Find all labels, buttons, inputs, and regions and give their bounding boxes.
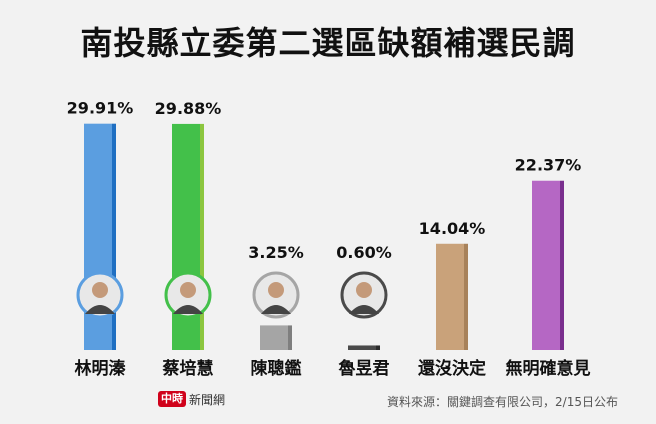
category-label: 還沒決定 <box>418 358 486 379</box>
bar <box>348 345 376 350</box>
brand-logo: 中時 新聞網 <box>158 390 225 408</box>
category-label: 無明確意見 <box>506 358 591 379</box>
value-label: 0.60% <box>336 243 392 262</box>
bar-group: 29.88% 蔡培慧 <box>155 99 222 379</box>
category-label: 蔡培慧 <box>162 358 214 379</box>
bar-group: 22.37% 無明確意見 <box>506 156 591 379</box>
photo-head <box>356 282 372 298</box>
value-label: 22.37% <box>515 156 582 175</box>
bar <box>436 243 464 350</box>
source-note: 資料來源：關鍵調查有限公司，2/15日公布 <box>387 395 618 409</box>
photo-body <box>349 305 379 314</box>
bar-shade <box>200 123 204 351</box>
photo-head <box>92 282 108 298</box>
bar-shade <box>112 123 116 350</box>
photo-body <box>173 305 203 314</box>
bar-shade <box>560 180 564 350</box>
brand-name: 新聞網 <box>189 392 226 407</box>
category-label: 林明溱 <box>75 358 127 379</box>
bar-group: 14.04% 還沒決定 <box>418 219 486 379</box>
photo-head <box>268 282 284 298</box>
bar-group: 29.91% 林明溱 <box>67 99 134 379</box>
bar-group: 0.60% 魯昱君 <box>336 243 392 379</box>
bar <box>532 180 560 350</box>
bar-shade <box>376 345 380 350</box>
value-label: 29.88% <box>155 99 222 118</box>
brand-badge: 中時 <box>158 391 186 407</box>
chart-title: 南投縣立委第二選區缺額補選民調 <box>80 24 576 62</box>
value-label: 3.25% <box>248 243 304 262</box>
photo-head <box>180 282 196 298</box>
bar-shade <box>288 325 292 350</box>
bar <box>260 325 288 350</box>
photo-body <box>261 305 291 314</box>
photo-body <box>85 305 115 314</box>
value-label: 29.91% <box>67 99 134 118</box>
category-label: 魯昱君 <box>339 358 390 379</box>
bar-group: 3.25% 陳聰鑑 <box>248 243 304 379</box>
category-label: 陳聰鑑 <box>251 358 302 379</box>
value-label: 14.04% <box>419 219 486 238</box>
bar-shade <box>464 243 468 350</box>
